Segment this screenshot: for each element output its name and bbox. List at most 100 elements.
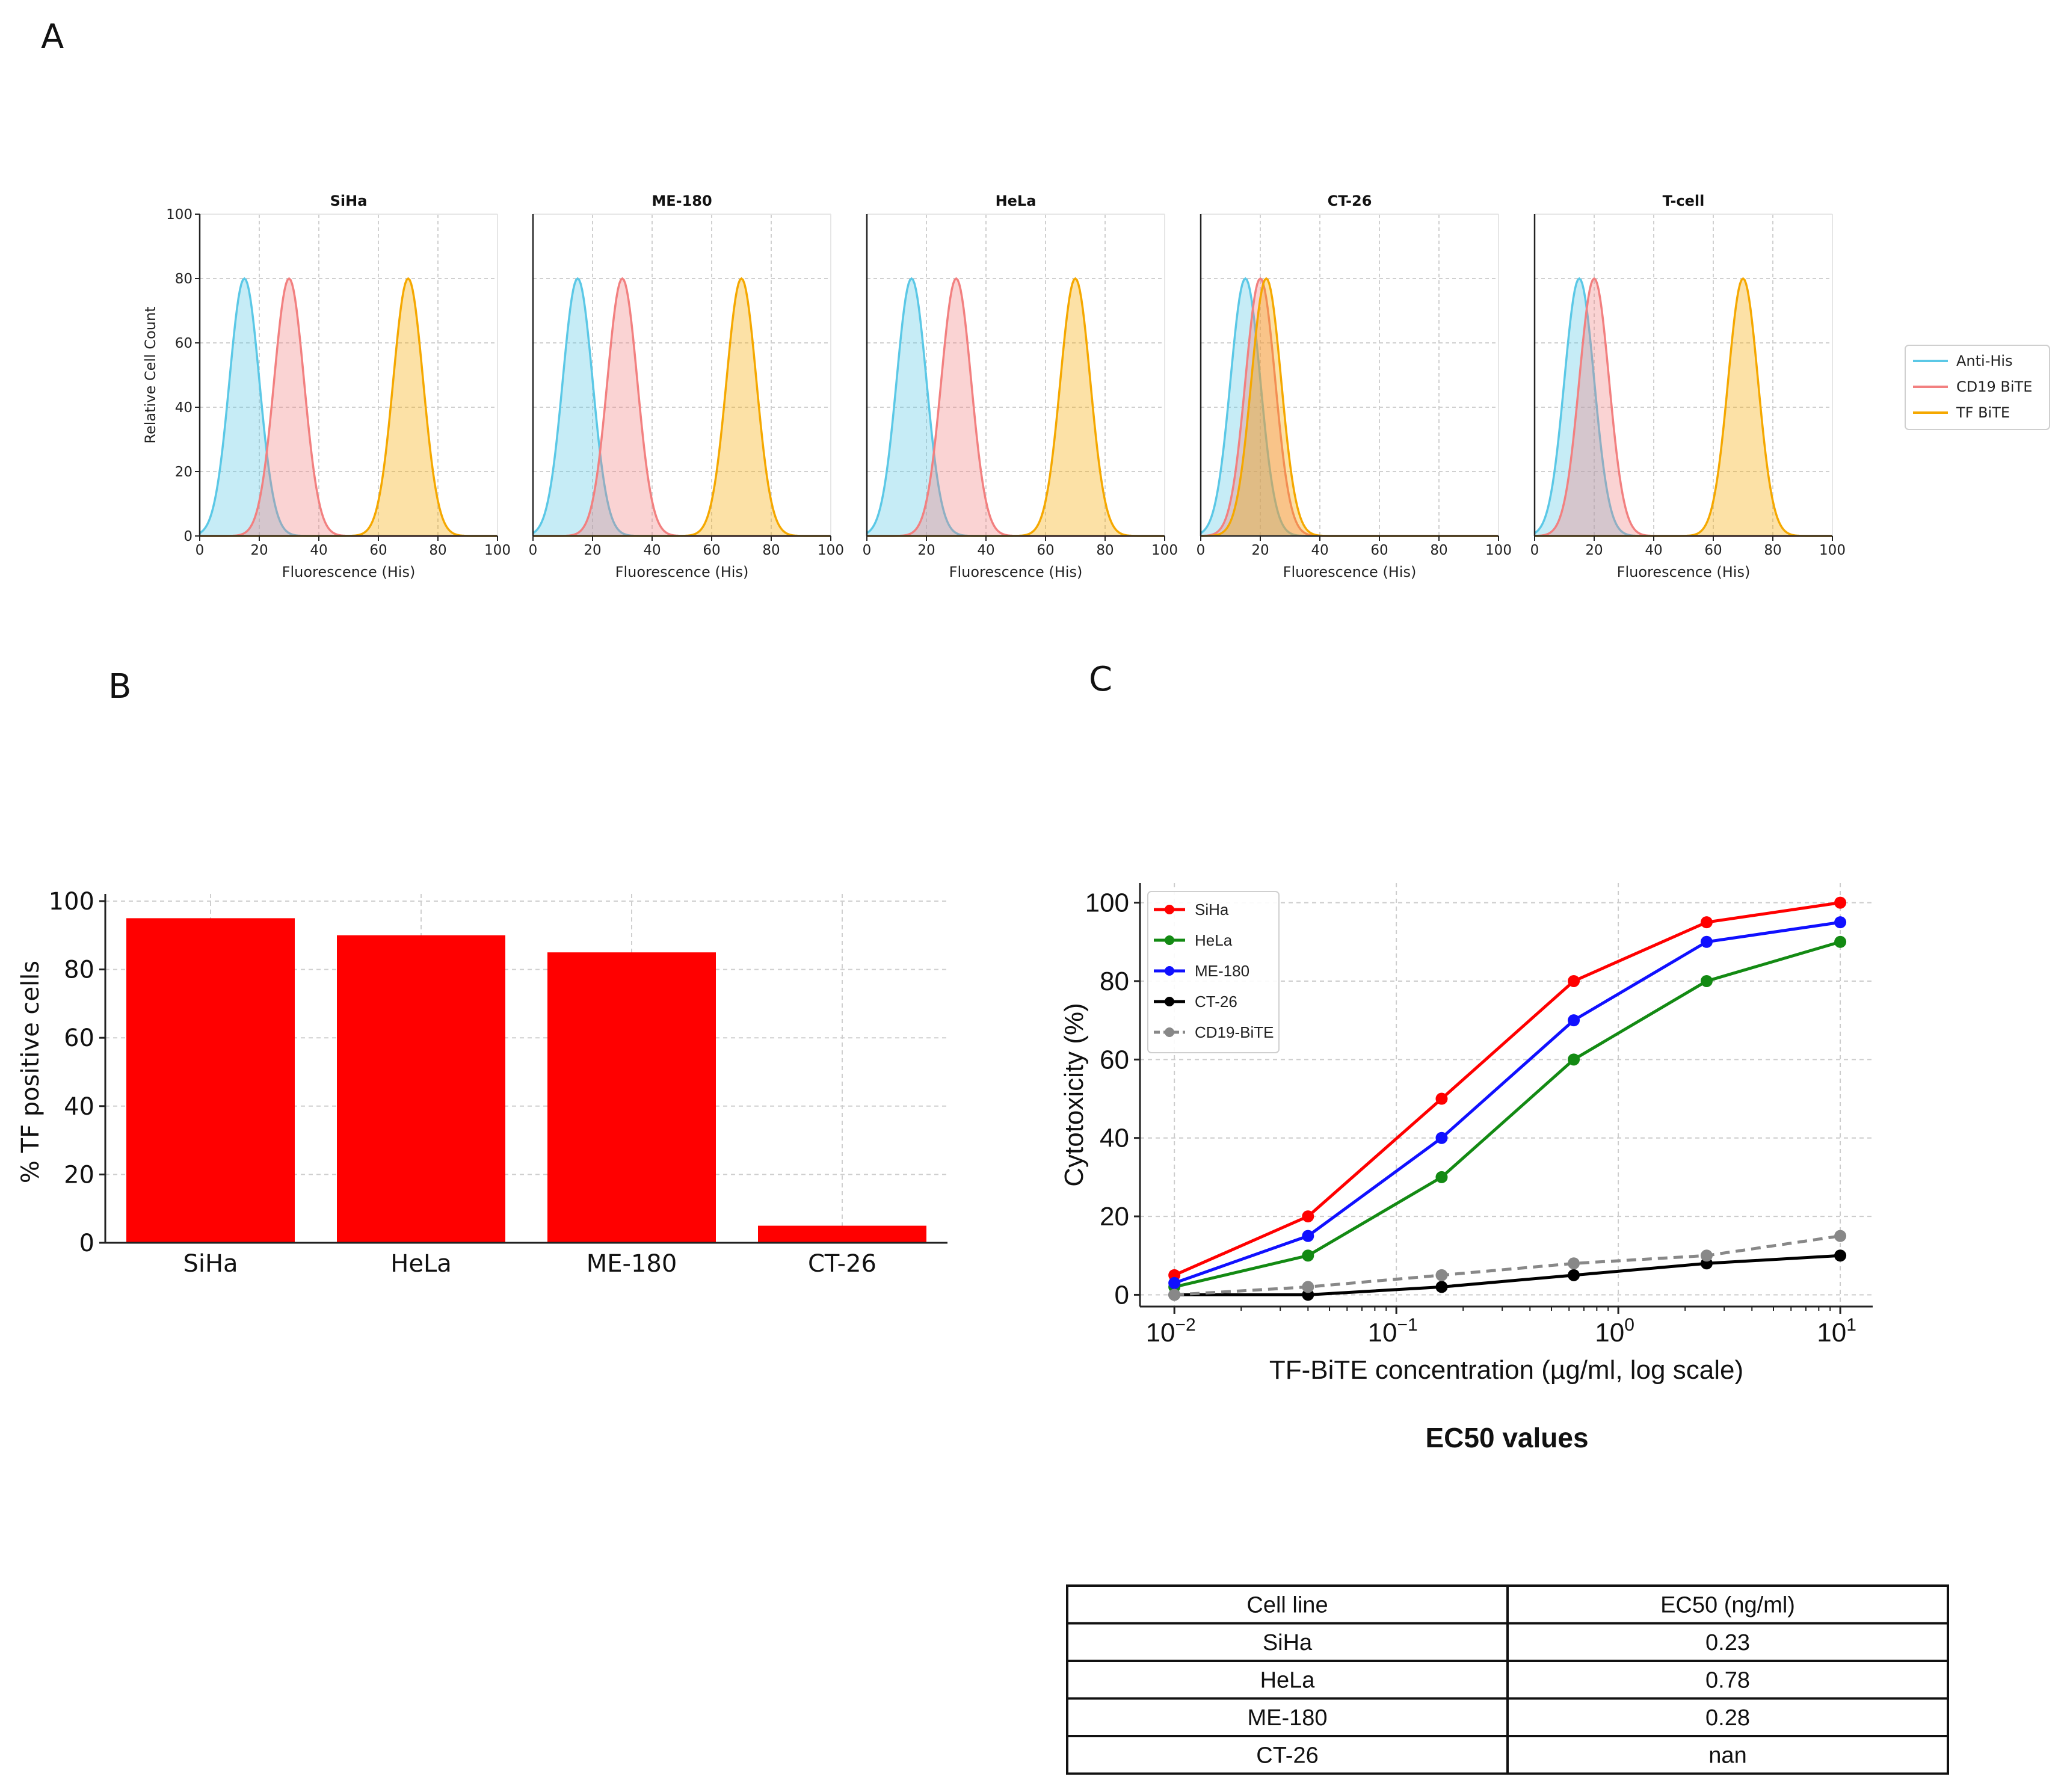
histogram-fill-anti-his bbox=[533, 279, 831, 536]
x-tick-label: 100 bbox=[1819, 543, 1846, 558]
x-tick-base: 10 bbox=[1368, 1318, 1397, 1347]
y-tick-label: 20 bbox=[64, 1161, 94, 1189]
series-line-cd19-bite bbox=[1174, 1234, 1841, 1296]
data-point-me-180 bbox=[1834, 916, 1847, 929]
x-tick-label: 20 bbox=[1251, 543, 1269, 558]
y-tick-label: 100 bbox=[49, 888, 94, 916]
legend-marker-cd19-bite bbox=[1165, 1027, 1174, 1037]
x-tick-label: 100 bbox=[1485, 543, 1512, 558]
x-tick-label: 0 bbox=[196, 543, 205, 558]
y-tick-label: 0 bbox=[79, 1230, 94, 1257]
data-point-cd19-bite bbox=[1834, 1230, 1847, 1242]
x-axis-label: TF-BiTE concentration (µg/ml, log scale) bbox=[1269, 1355, 1743, 1385]
y-axis-label: Relative Cell Count bbox=[142, 306, 159, 443]
x-tick-label: 80 bbox=[762, 543, 780, 558]
series-line-hela bbox=[1174, 940, 1841, 1289]
x-tick-label: 0 bbox=[1197, 543, 1206, 558]
panel-b-bar-chart: 0 20 40 60 80 100 SiHa HeLa ME-180 CT-26 % TF posi… bbox=[17, 888, 947, 1278]
data-point-me-180 bbox=[1568, 1014, 1580, 1027]
histogram-subplot-ct-26: 0 20 40 60 80 100 CT-26 Fluorescence (His) bbox=[1197, 192, 1512, 580]
panel-letter-b: B bbox=[108, 667, 131, 706]
data-point-siha bbox=[1568, 975, 1580, 987]
x-axis-label: Fluorescence (His) bbox=[1617, 564, 1751, 580]
y-tick-label: 40 bbox=[64, 1093, 94, 1121]
data-point-me-180 bbox=[1435, 1132, 1448, 1144]
y-tick-label: 80 bbox=[64, 956, 94, 984]
x-tick-label: 40 bbox=[1311, 543, 1328, 558]
x-tick-label: 40 bbox=[310, 543, 327, 558]
histogram-fill-anti-his bbox=[200, 279, 498, 536]
y-tick-label: 60 bbox=[64, 1024, 94, 1052]
x-tick-label: 100 bbox=[484, 543, 511, 558]
x-tick-base: 10 bbox=[1146, 1318, 1175, 1347]
legend-marker-hela bbox=[1165, 935, 1174, 945]
subplot-title: HeLa bbox=[996, 192, 1037, 209]
y-tick-label: 60 bbox=[1100, 1045, 1129, 1074]
x-tick-exponent: 0 bbox=[1624, 1315, 1634, 1335]
y-tick-label: 40 bbox=[175, 400, 193, 416]
data-point-me-180 bbox=[1302, 1230, 1314, 1242]
x-axis-label: Fluorescence (His) bbox=[282, 564, 416, 580]
data-point-ct-26 bbox=[1834, 1249, 1847, 1262]
data-point-siha bbox=[1834, 896, 1847, 909]
legend-label: CT-26 bbox=[1195, 993, 1237, 1011]
histogram-subplot-siha: 0 20 40 60 80 100 0 20 40 60 80 100 Relative Cell Co… bbox=[142, 192, 511, 580]
data-point-siha bbox=[1302, 1210, 1314, 1223]
histogram-fill-cd19-bite bbox=[1201, 279, 1499, 536]
table-cell-ec50: 0.78 bbox=[1705, 1667, 1750, 1693]
y-tick-label: 20 bbox=[1100, 1202, 1129, 1231]
x-tick-label: 100 bbox=[1151, 543, 1178, 558]
data-point-siha bbox=[1435, 1092, 1448, 1105]
x-tick-label: 80 bbox=[1096, 543, 1114, 558]
x-tick-label: SiHa bbox=[183, 1250, 238, 1278]
table-cell-ec50: 0.23 bbox=[1705, 1630, 1750, 1655]
panel-letter-c: C bbox=[1089, 660, 1112, 699]
table-cell-cell-line: SiHa bbox=[1263, 1630, 1313, 1655]
panel-a-legend: Anti-His CD19 BiTE TF BiTE bbox=[1905, 345, 2050, 430]
x-tick-label: 0 bbox=[1530, 543, 1539, 558]
y-tick-label: 100 bbox=[166, 207, 193, 223]
bar-siha bbox=[126, 918, 295, 1243]
data-point-ct-26 bbox=[1435, 1281, 1448, 1293]
data-point-hela bbox=[1302, 1249, 1314, 1262]
x-tick-label: 0 bbox=[863, 543, 872, 558]
histogram-fill-cd19-bite bbox=[533, 279, 831, 536]
x-tick-label: 80 bbox=[429, 543, 446, 558]
legend-label: HeLa bbox=[1195, 931, 1233, 949]
x-tick-label: 10−1 bbox=[1368, 1315, 1418, 1347]
y-tick-label: 0 bbox=[183, 529, 193, 544]
legend-label: ME-180 bbox=[1195, 962, 1249, 980]
x-axis-label: Fluorescence (His) bbox=[1283, 564, 1417, 580]
data-point-hela bbox=[1435, 1171, 1448, 1183]
y-tick-label: 60 bbox=[175, 336, 193, 351]
x-tick-label: 40 bbox=[977, 543, 994, 558]
x-tick-label: 60 bbox=[1037, 543, 1054, 558]
data-point-me-180 bbox=[1168, 1276, 1181, 1289]
histogram-fill-anti-his bbox=[1201, 279, 1499, 536]
x-tick-label: 60 bbox=[1704, 543, 1722, 558]
subplot-title: T-cell bbox=[1663, 192, 1705, 209]
x-tick-label: CT-26 bbox=[808, 1250, 876, 1278]
series-line-siha bbox=[1174, 901, 1841, 1277]
x-tick-label: 80 bbox=[1430, 543, 1447, 558]
table-cell-ec50: nan bbox=[1708, 1743, 1746, 1768]
histogram-fill-cd19-bite bbox=[867, 279, 1165, 536]
series-line-ct-26 bbox=[1174, 1254, 1841, 1296]
x-tick-label: 10−2 bbox=[1146, 1315, 1196, 1347]
histogram-fill-tf-bite bbox=[867, 279, 1165, 536]
histogram-subplot-t-cell: 0 20 40 60 80 100 T-cell Fluorescence (His) bbox=[1530, 192, 1846, 580]
legend-label: CD19 BiTE bbox=[1956, 378, 2032, 395]
legend-marker-ct-26 bbox=[1165, 997, 1174, 1006]
data-point-cd19-bite bbox=[1168, 1289, 1181, 1301]
table-cell-cell-line: ME-180 bbox=[1247, 1705, 1327, 1731]
x-tick-exponent: 1 bbox=[1846, 1315, 1856, 1335]
data-point-cd19-bite bbox=[1435, 1269, 1448, 1281]
x-tick-label: 60 bbox=[1370, 543, 1388, 558]
data-point-cd19-bite bbox=[1568, 1257, 1580, 1270]
x-tick-exponent: −2 bbox=[1175, 1315, 1196, 1335]
x-tick-exponent: −1 bbox=[1397, 1315, 1417, 1335]
y-tick-label: 0 bbox=[1115, 1280, 1129, 1310]
legend-label: TF BiTE bbox=[1956, 404, 2010, 421]
